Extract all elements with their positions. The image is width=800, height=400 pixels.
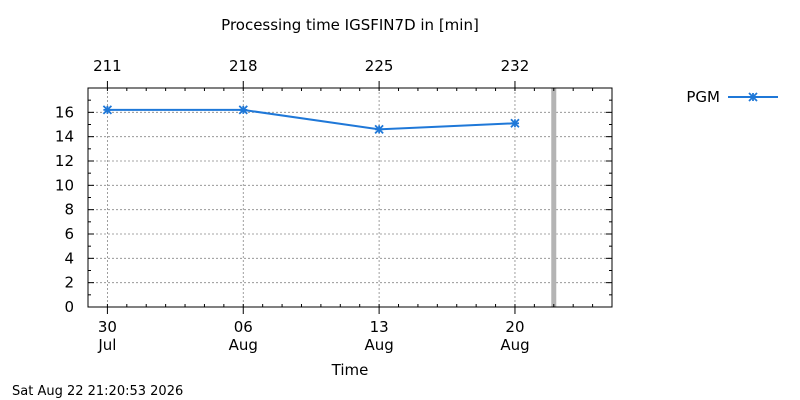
x-tick-label-day: 06 bbox=[234, 318, 253, 336]
x-top-tick-label-doy: 232 bbox=[501, 57, 530, 75]
data-point bbox=[374, 124, 384, 135]
x-tick-label-day: 30 bbox=[98, 318, 117, 336]
footer-timestamp: Sat Aug 22 21:20:53 2026 bbox=[12, 384, 183, 399]
x-top-tick-label-doy: 218 bbox=[229, 57, 258, 75]
data-point bbox=[238, 105, 248, 115]
grid-lines bbox=[88, 88, 612, 307]
y-tick-label: 6 bbox=[64, 225, 74, 243]
axes bbox=[87, 87, 613, 308]
legend-marker bbox=[748, 92, 758, 102]
series-layer bbox=[102, 105, 520, 135]
y-tick-label: 0 bbox=[64, 298, 74, 316]
y-axis-ticks: 0 2 4 6 8 10 12 14 16 bbox=[55, 99, 612, 316]
x-tick-label-day: 20 bbox=[505, 318, 524, 336]
legend-label: PGM bbox=[686, 88, 720, 106]
x-top-tick-label-doy: 225 bbox=[365, 57, 394, 75]
x-tick-label-month: Aug bbox=[500, 336, 529, 354]
x-tick-label-day: 13 bbox=[370, 318, 389, 336]
chart-title: Processing time IGSFIN7D in [min] bbox=[221, 16, 479, 34]
x-axis-label: Time bbox=[331, 361, 369, 379]
marker-stroke bbox=[102, 105, 113, 115]
y-tick-label: 2 bbox=[64, 274, 74, 292]
x-tick-label-month: Aug bbox=[364, 336, 393, 354]
plot-frame bbox=[87, 87, 613, 308]
y-tick-label: 14 bbox=[55, 128, 74, 146]
y-tick-label: 10 bbox=[55, 176, 74, 194]
y-tick-label: 12 bbox=[55, 152, 74, 170]
marker-stroke bbox=[374, 124, 384, 135]
legend: PGM bbox=[686, 88, 778, 106]
marker-stroke bbox=[238, 105, 248, 115]
x-top-tick-label-doy: 211 bbox=[93, 57, 122, 75]
data-point bbox=[510, 118, 520, 128]
series-line-pgm bbox=[107, 108, 516, 131]
y-tick-label: 16 bbox=[55, 103, 74, 121]
marker-stroke bbox=[510, 118, 520, 128]
marker-stroke bbox=[748, 92, 758, 102]
x-tick-label-month: Aug bbox=[229, 336, 258, 354]
data-point bbox=[102, 105, 113, 115]
x-tick-label-month: Jul bbox=[97, 336, 116, 354]
y-tick-label: 4 bbox=[64, 249, 74, 267]
y-tick-label: 8 bbox=[64, 201, 74, 219]
